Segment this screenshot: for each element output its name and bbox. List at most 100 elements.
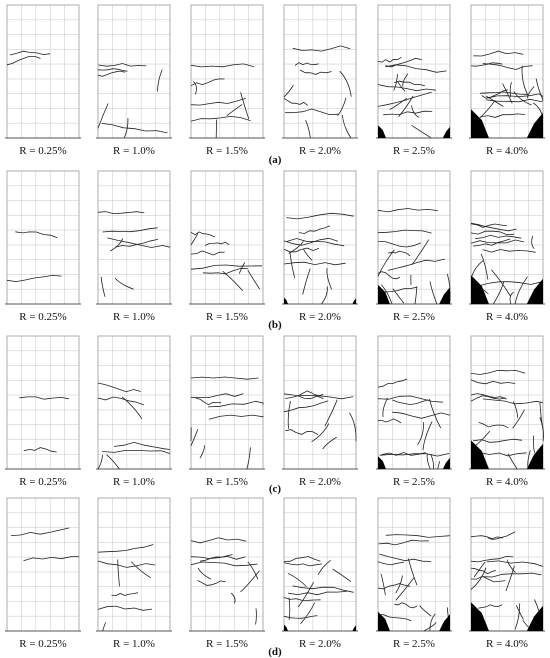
crack-line (238, 262, 246, 274)
crack-lines (97, 211, 171, 297)
drift-label: R = 2.0% (299, 476, 341, 488)
crack-line (130, 561, 151, 579)
crack-line (437, 461, 441, 470)
crack-line (190, 429, 199, 447)
specimen-drawing (96, 4, 172, 139)
crack-line (303, 248, 313, 261)
drift-label: R = 2.5% (393, 638, 435, 650)
crack-line (513, 91, 532, 106)
crack-line (509, 291, 514, 305)
spalling-area (439, 287, 450, 304)
crack-line (394, 602, 418, 609)
drift-label: R = 0.25% (19, 311, 66, 323)
crack-line (411, 105, 420, 118)
crack-lines (190, 537, 260, 625)
specimen-drawing (282, 170, 358, 305)
crack-line (479, 91, 529, 95)
crack-line (533, 435, 535, 453)
crack-line (9, 50, 51, 56)
crack-line (486, 93, 544, 99)
crack-line (190, 78, 225, 87)
crack-line (285, 108, 339, 116)
crack-line (255, 608, 257, 625)
crack-line (190, 555, 246, 560)
specimen-drawing (282, 497, 358, 632)
drift-label: R = 1.0% (113, 476, 155, 488)
crack-line (23, 556, 80, 562)
crack-line (402, 73, 409, 87)
crack-line (100, 276, 106, 297)
crack-line (283, 400, 329, 413)
crack-line (473, 438, 523, 443)
crack-line (110, 238, 124, 252)
crack-line (388, 250, 411, 257)
crack-line (349, 412, 357, 442)
panel-d: R = 0.25% R = 1.0% R = 1.5% R = 2.0% R = 2.5… (5, 497, 545, 658)
crack-line (411, 239, 430, 266)
crack-line (190, 63, 255, 68)
panel-a: R = 0.25% R = 1.0% R = 1.5% R = 2.0% R = 2.5… (5, 4, 545, 166)
crack-line (286, 212, 354, 220)
crack-line (480, 113, 526, 118)
specimen-drawing (469, 497, 545, 632)
specimen-outline (97, 170, 171, 305)
crack-line (377, 56, 402, 63)
crack-line (480, 253, 489, 280)
crack-line (305, 120, 311, 139)
crack-line (482, 398, 544, 405)
specimen-outline (6, 170, 80, 305)
crack-line (6, 56, 41, 66)
specimen-drawing (469, 170, 545, 305)
crack-line (289, 251, 296, 279)
crack-line (226, 104, 243, 117)
grid-lines (284, 336, 356, 469)
crack-line (190, 231, 216, 238)
crack-line (414, 286, 418, 305)
specimen-drawing (376, 335, 452, 470)
crack-line (197, 567, 212, 580)
crack-line (98, 63, 147, 67)
grid-lines (7, 5, 79, 138)
crack-line (395, 577, 415, 601)
specimen-outline (97, 4, 171, 139)
grid-lines (471, 336, 543, 469)
crack-line (381, 452, 426, 456)
crack-line (377, 583, 411, 590)
crack-line (332, 568, 352, 582)
crack-line (378, 241, 421, 248)
grid-lines (378, 336, 450, 469)
drift-label: R = 4.0% (486, 476, 528, 488)
crack-line (297, 582, 314, 608)
crack-line (113, 441, 171, 450)
crack-line (377, 208, 439, 213)
spalling-area (526, 278, 543, 304)
crack-line (470, 567, 487, 590)
crack-line (485, 98, 544, 103)
crack-line (487, 531, 516, 540)
crack-line (417, 422, 424, 445)
crack-line (377, 418, 402, 424)
crack-line (535, 78, 544, 101)
crack-line (283, 85, 294, 98)
crack-line (379, 453, 450, 457)
crack-line (111, 592, 139, 597)
drift-label: R = 4.0% (486, 638, 528, 650)
grid-lines (284, 171, 356, 304)
spalling-area (471, 109, 489, 138)
crack-line (190, 561, 258, 567)
crack-line (102, 622, 107, 632)
crack-line (473, 431, 491, 448)
crack-line (247, 561, 259, 580)
crack-line (222, 270, 244, 292)
crack-line (514, 276, 528, 305)
crack-line (285, 429, 319, 435)
crack-line (283, 237, 339, 246)
specimen-drawing (5, 335, 81, 470)
specimen-drawing (376, 497, 452, 632)
crack-line (283, 247, 320, 253)
crack-line (512, 409, 525, 429)
crack-line (470, 239, 525, 244)
grid-lines (191, 5, 263, 138)
crack-line (283, 556, 321, 562)
specimen-drawing (5, 170, 81, 305)
